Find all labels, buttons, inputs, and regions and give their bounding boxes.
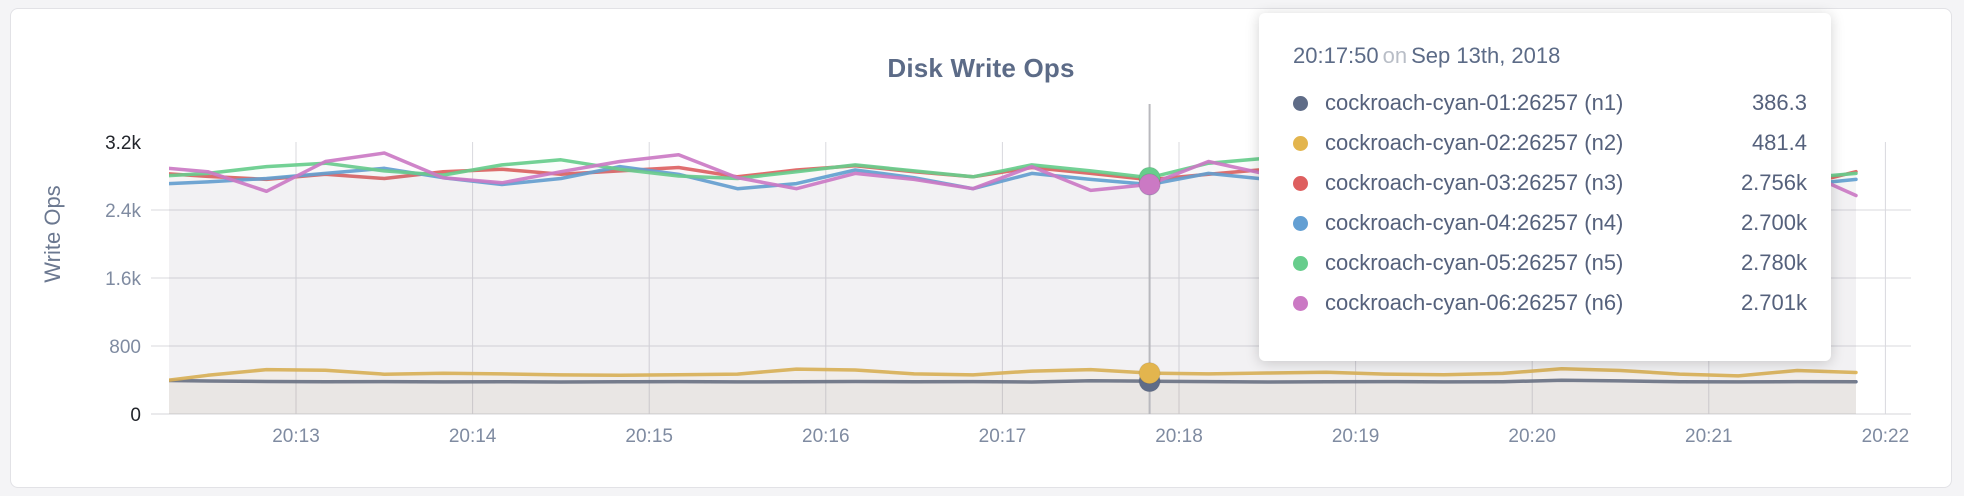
x-tick-label: 20:18 — [1155, 426, 1203, 447]
tooltip-row: cockroach-cyan-06:26257 (n6) 2.701k — [1293, 283, 1811, 323]
hover-dot-n6 — [1138, 173, 1161, 196]
tooltip-on-word: on — [1382, 43, 1408, 68]
series-name: cockroach-cyan-06:26257 (n6) — [1325, 290, 1624, 315]
hover-dot-n2 — [1138, 362, 1161, 385]
x-tick-label: 20:13 — [272, 426, 320, 447]
series-value: 2.756k — [1740, 170, 1807, 195]
series-name: cockroach-cyan-05:26257 (n5) — [1325, 250, 1624, 275]
x-tick-label: 20:14 — [449, 426, 497, 447]
series-name: cockroach-cyan-03:26257 (n3) — [1325, 170, 1624, 195]
tooltip-row: cockroach-cyan-03:26257 (n3) 2.756k — [1293, 163, 1811, 203]
tooltip-row: cockroach-cyan-05:26257 (n5) 2.780k — [1293, 243, 1811, 283]
x-tick-label: 20:17 — [979, 426, 1027, 447]
series-value: 386.3 — [1751, 90, 1807, 115]
y-tick-label: 3.2k — [105, 133, 141, 154]
x-tick-label: 20:22 — [1862, 426, 1910, 447]
tooltip-row: cockroach-cyan-02:26257 (n2) 481.4 — [1293, 123, 1811, 163]
chart-card: Disk Write Ops Write Ops 20:13 20:14 20:15… — [10, 8, 1952, 488]
series-color-dot — [1293, 95, 1308, 111]
hover-marker — [1138, 104, 1161, 414]
x-tick-label: 20:16 — [802, 426, 850, 447]
series-value: 2.701k — [1740, 290, 1807, 315]
series-color-dot — [1293, 135, 1308, 151]
series-area-n2 — [169, 368, 1856, 414]
y-tick-label: 2.4k — [105, 201, 141, 222]
series-color-dot — [1293, 295, 1308, 311]
series-value: 2.780k — [1740, 250, 1807, 275]
chart-title: Disk Write Ops — [887, 53, 1075, 83]
series-line-n1 — [169, 378, 1858, 384]
tooltip-title: 20:17:50 on Sep 13th, 2018 — [1293, 43, 1811, 69]
x-tick-label: 20:20 — [1508, 426, 1556, 447]
series-name: cockroach-cyan-04:26257 (n4) — [1325, 210, 1624, 235]
tooltip-row: cockroach-cyan-01:26257 (n1) 386.3 — [1293, 83, 1811, 123]
y-tick-label: 1.6k — [105, 269, 141, 290]
series-name: cockroach-cyan-02:26257 (n2) — [1325, 130, 1624, 155]
x-tick-label: 20:19 — [1332, 426, 1380, 447]
series-area-n1 — [169, 380, 1856, 414]
series-value: 481.4 — [1751, 130, 1807, 155]
tooltip-date: Sep 13th, 2018 — [1411, 43, 1561, 68]
tooltip-time: 20:17:50 — [1293, 43, 1379, 68]
y-tick-label: 0 — [130, 405, 141, 426]
series-name: cockroach-cyan-01:26257 (n1) — [1325, 90, 1624, 115]
tooltip-rows: cockroach-cyan-01:26257 (n1) 386.3 cockroa… — [1293, 83, 1811, 323]
series-color-dot — [1293, 175, 1308, 191]
y-tick-label: 800 — [109, 337, 141, 358]
series-value: 2.700k — [1740, 210, 1807, 235]
x-tick-label: 20:21 — [1685, 426, 1733, 447]
tooltip-row: cockroach-cyan-04:26257 (n4) 2.700k — [1293, 203, 1811, 243]
x-tick-label: 20:15 — [625, 426, 673, 447]
series-line-n2 — [169, 367, 1858, 382]
series-color-dot — [1293, 215, 1308, 231]
hover-tooltip: 20:17:50 on Sep 13th, 2018 cockroach-cyan-… — [1259, 13, 1831, 361]
series-color-dot — [1293, 255, 1308, 271]
axis-labels: 20:13 20:14 20:15 20:16 20:17 20:18 20:19 20:20… — [105, 133, 1909, 447]
